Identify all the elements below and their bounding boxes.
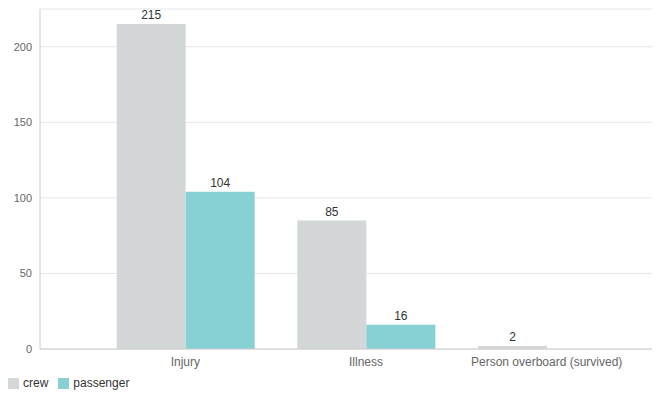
svg-text:16: 16 xyxy=(394,309,408,323)
html-text:passenger: passenger xyxy=(73,376,130,390)
html-text:crew: crew xyxy=(23,376,49,390)
svg-text:Person overboard (survived): Person overboard (survived) xyxy=(471,355,622,369)
svg-text:104: 104 xyxy=(210,176,230,190)
svg-text:215: 215 xyxy=(141,8,161,22)
svg-text:0: 0 xyxy=(26,343,32,355)
svg-text:150: 150 xyxy=(14,116,32,128)
svg-text:100: 100 xyxy=(14,192,32,204)
svg-text:2: 2 xyxy=(509,330,516,344)
svg-text:Illness: Illness xyxy=(349,355,383,369)
svg-text:85: 85 xyxy=(325,205,339,219)
svg-text:Injury: Injury xyxy=(171,355,200,369)
svg-text:200: 200 xyxy=(14,41,32,53)
svg-text:50: 50 xyxy=(20,267,32,279)
